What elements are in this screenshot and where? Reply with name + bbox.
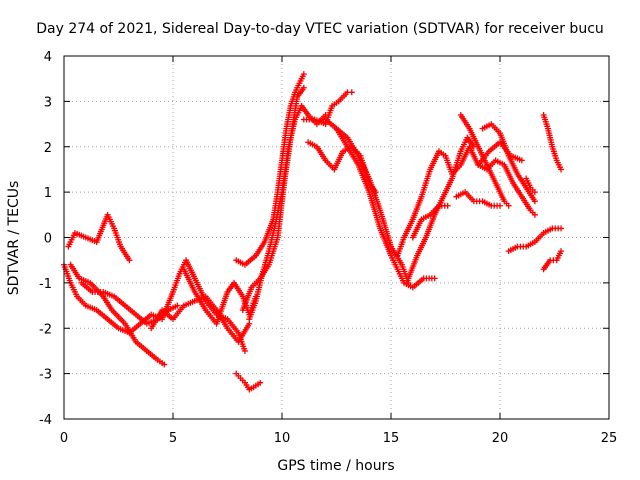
data-point bbox=[241, 347, 248, 354]
data-point bbox=[531, 198, 538, 205]
series-track-c bbox=[67, 261, 168, 368]
data-point bbox=[497, 202, 503, 209]
series-track-u bbox=[523, 175, 538, 196]
x-tick-label: 5 bbox=[169, 431, 177, 446]
data-point bbox=[174, 302, 181, 309]
y-tick-label: 3 bbox=[44, 95, 52, 110]
series-track-t bbox=[479, 121, 538, 205]
y-tick-label: 1 bbox=[44, 186, 52, 201]
series-track-e bbox=[148, 293, 253, 345]
data-point bbox=[161, 361, 168, 368]
series-track-r bbox=[457, 111, 512, 209]
data-point bbox=[431, 275, 438, 282]
series-track-v bbox=[453, 189, 503, 209]
data-point bbox=[518, 157, 525, 164]
y-tick-label: -4 bbox=[39, 413, 52, 428]
series-track-a bbox=[61, 257, 248, 354]
series-track-n bbox=[333, 125, 412, 286]
series-track-p bbox=[405, 134, 477, 282]
series-track-y bbox=[540, 248, 565, 273]
series-track-m bbox=[322, 116, 438, 291]
x-tick-label: 25 bbox=[601, 431, 618, 446]
series-track-d bbox=[78, 279, 181, 327]
y-tick-label: 0 bbox=[44, 232, 52, 247]
y-axis-label: SDTVAR / TECUs bbox=[6, 181, 22, 296]
data-point bbox=[505, 202, 512, 209]
data-point bbox=[126, 257, 133, 264]
data-point bbox=[300, 71, 307, 78]
data-point bbox=[531, 189, 538, 196]
series-track-k bbox=[300, 89, 355, 128]
y-tick-label: 2 bbox=[44, 141, 52, 156]
x-tick-label: 0 bbox=[60, 431, 68, 446]
y-tick-label: 4 bbox=[44, 50, 52, 65]
grid-layer bbox=[64, 56, 609, 419]
y-tick-label: -2 bbox=[39, 322, 52, 337]
y-tick-label: -1 bbox=[39, 277, 52, 292]
data-point bbox=[558, 225, 565, 232]
data-point bbox=[558, 166, 565, 173]
series-track-q bbox=[409, 202, 451, 241]
data-layer bbox=[61, 71, 565, 393]
series-track-x bbox=[505, 225, 565, 255]
series-track-o bbox=[394, 143, 538, 259]
chart-title: Day 274 of 2021, Sidereal Day-to-day VTE… bbox=[36, 21, 604, 37]
series-track-j bbox=[239, 84, 307, 314]
data-point bbox=[531, 211, 538, 218]
x-tick-label: 20 bbox=[492, 431, 509, 446]
x-tick-label: 15 bbox=[383, 431, 400, 446]
y-tick-label: -3 bbox=[39, 368, 52, 383]
data-point bbox=[300, 84, 307, 91]
series-track-b bbox=[65, 211, 133, 264]
data-point bbox=[257, 379, 264, 386]
data-point bbox=[444, 202, 451, 209]
data-point bbox=[348, 89, 355, 96]
tick-layer: 0 5 10 15 20 25 -4 -3 -2 -1 0 1 2 3 4 bbox=[39, 50, 617, 446]
series-track-w bbox=[540, 111, 565, 173]
data-point bbox=[558, 248, 565, 255]
series-track-h bbox=[233, 71, 307, 268]
series-track-g bbox=[233, 370, 264, 393]
x-tick-label: 10 bbox=[274, 431, 291, 446]
x-axis-label: GPS time / hours bbox=[277, 458, 394, 474]
